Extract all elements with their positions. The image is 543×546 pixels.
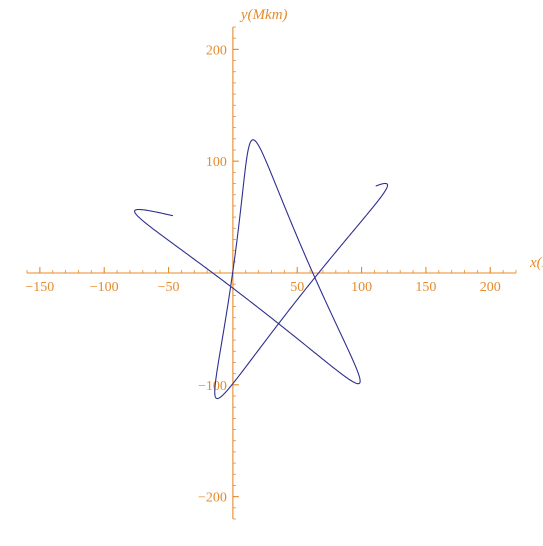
y-axis-label: y(Mkm) [239, 7, 288, 23]
x-axis-label: x(Mkm) [529, 255, 543, 271]
x-tick-label: 100 [351, 280, 372, 295]
y-tick-label: −100 [198, 379, 227, 394]
orbit-curve [135, 140, 388, 399]
x-tick-label: 200 [480, 280, 501, 295]
x-tick-label: −50 [158, 280, 180, 295]
xy-parametric-plot: −150−100−5050100150200−200−100100200x(Mk… [0, 0, 543, 546]
y-tick-label: −200 [198, 491, 227, 506]
y-tick-label: 100 [206, 155, 227, 170]
x-tick-label: −100 [90, 280, 119, 295]
x-tick-label: −150 [25, 280, 54, 295]
x-tick-label: 150 [415, 280, 436, 295]
y-tick-label: 200 [206, 43, 227, 58]
